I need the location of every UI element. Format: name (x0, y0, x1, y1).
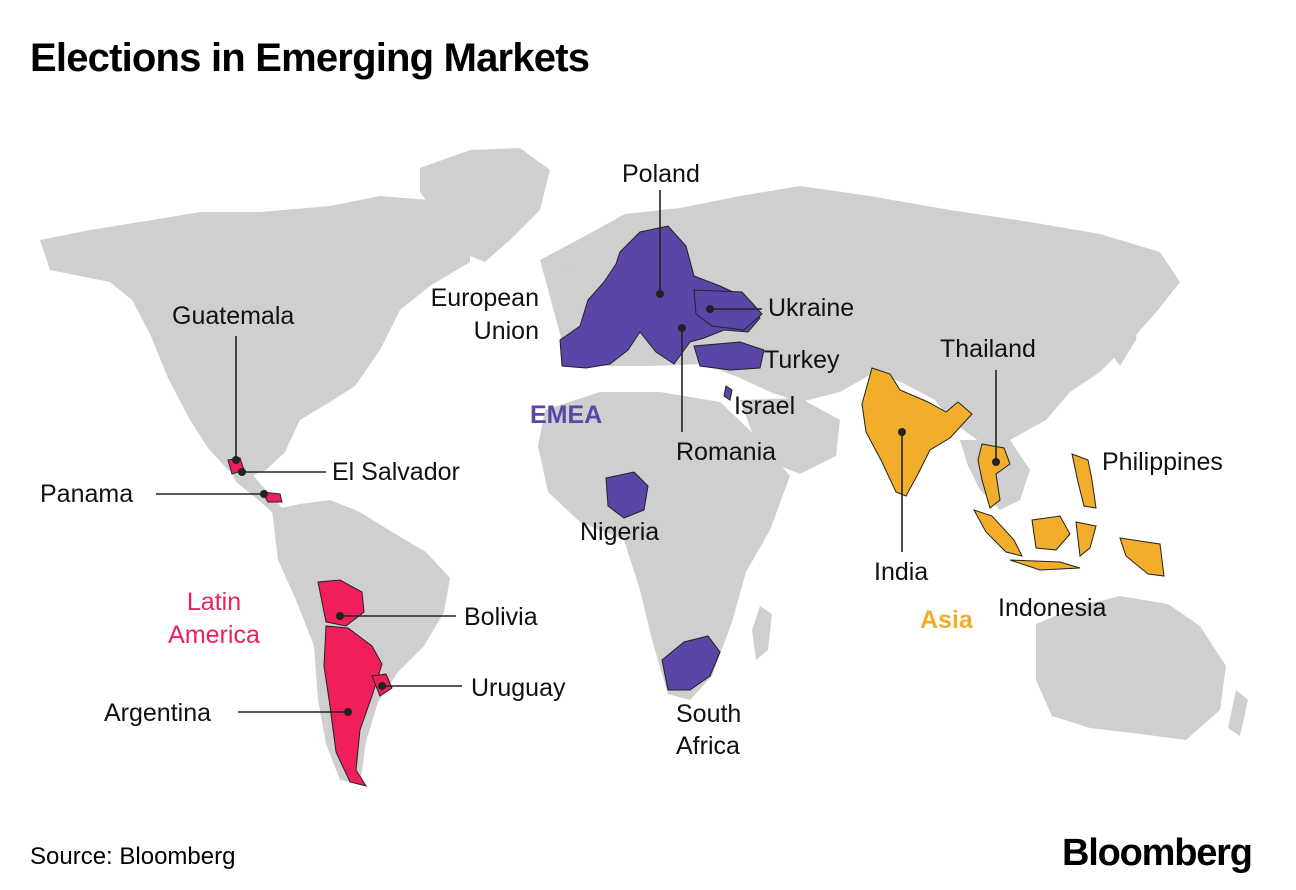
label-argentina: Argentina (104, 699, 211, 727)
indonesia-java-shape (1009, 559, 1081, 571)
israel-shape (723, 385, 733, 401)
label-india: India (874, 558, 928, 586)
arabia-land (740, 398, 840, 474)
land-masses (40, 148, 1248, 784)
label-thailand: Thailand (940, 335, 1036, 363)
label-south-africa-line1: South (676, 700, 741, 728)
uk-land (556, 266, 578, 304)
region-latin-america-line2: America (168, 621, 260, 649)
uruguay-dot (378, 682, 386, 690)
label-bolivia: Bolivia (464, 603, 538, 631)
indonesia-borneo-shape (1031, 515, 1071, 551)
africa-land (538, 392, 790, 700)
label-poland: Poland (622, 160, 700, 188)
label-south-africa-line2: Africa (676, 732, 740, 760)
australia-land (1036, 596, 1226, 740)
thailand-shape (977, 443, 1011, 509)
guatemala-dot (232, 456, 240, 464)
leader-lines (156, 190, 1000, 716)
indonesia-sumatra-shape (972, 509, 1023, 557)
greenland-land (420, 148, 550, 262)
south-africa-shape (661, 635, 721, 691)
ukraine-shape (693, 289, 763, 331)
asia-highlights (861, 367, 1165, 577)
new-zealand-land (1228, 690, 1248, 736)
label-european-union-line2: Union (474, 317, 539, 345)
label-israel: Israel (734, 392, 795, 420)
thailand-dot (992, 458, 1000, 466)
region-labels: EMEA Latin America Asia (168, 401, 974, 649)
europe-asia-land (540, 186, 1180, 442)
japan-land (1110, 290, 1140, 366)
label-uruguay: Uruguay (471, 674, 566, 702)
poland-dot (656, 290, 664, 298)
india-dot (898, 428, 906, 436)
indonesia-sulawesi-shape (1075, 521, 1097, 557)
argentina-shape (323, 625, 383, 787)
country-labels: Poland European Union Ukraine Turkey Isr… (40, 160, 1223, 760)
region-latin-america-line1: Latin (187, 588, 241, 616)
label-european-union-line1: European (431, 284, 539, 312)
india-shape (861, 367, 973, 497)
label-indonesia: Indonesia (998, 594, 1107, 622)
label-romania: Romania (676, 438, 776, 466)
label-philippines: Philippines (1102, 448, 1223, 476)
turkey-shape (693, 341, 765, 371)
label-ukraine: Ukraine (768, 294, 854, 322)
philippines-shape (1071, 453, 1097, 509)
el-salvador-dot (238, 468, 246, 476)
romania-dot (678, 324, 686, 332)
region-asia: Asia (920, 606, 974, 634)
ukraine-dot (706, 305, 714, 313)
region-emea: EMEA (530, 401, 602, 429)
source-note: Source: Bloomberg (30, 843, 236, 870)
label-nigeria: Nigeria (580, 518, 659, 546)
bloomberg-logo: Bloomberg (1062, 832, 1253, 874)
map-title: Elections in Emerging Markets (30, 36, 590, 80)
north-america-land (40, 196, 470, 478)
panama-dot (260, 490, 268, 498)
label-turkey: Turkey (764, 346, 840, 374)
label-el-salvador: El Salvador (332, 458, 460, 486)
madagascar-land (752, 606, 772, 660)
label-panama: Panama (40, 480, 133, 508)
nigeria-shape (605, 471, 649, 519)
latin-america-highlights (227, 457, 393, 787)
argentina-dot (344, 708, 352, 716)
bolivia-dot (336, 612, 344, 620)
indonesia-papua-shape (1119, 537, 1165, 577)
label-guatemala: Guatemala (172, 302, 294, 330)
bolivia-shape (317, 579, 365, 627)
